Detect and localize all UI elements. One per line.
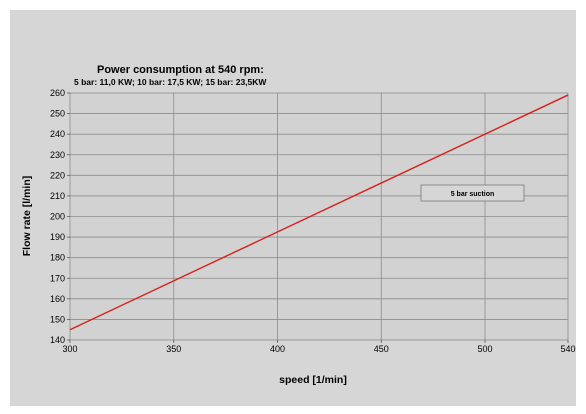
y-tick-label: 170 [50,273,65,283]
series-line-0 [69,94,569,331]
legend-box [420,184,525,202]
y-tick-label: 240 [50,129,65,139]
series-layer [69,94,569,331]
x-tick-label: 500 [477,344,492,354]
y-tick-label: 180 [50,253,65,263]
y-tick-label: 190 [50,232,65,242]
x-tick-label: 400 [270,344,285,354]
x-tick-label: 350 [166,344,181,354]
y-tick-label: 200 [50,212,65,222]
y-tick-label: 220 [50,170,65,180]
tick-layer: 140 150 160 170 180 190 200 210 220 230 240 250 260 3… [50,88,576,354]
y-tick-label: 260 [50,88,65,98]
x-tick-label: 300 [62,344,77,354]
y-tick-label: 250 [50,109,65,119]
x-axis-label: speed [1/min] [279,374,347,386]
grid-layer [70,93,568,340]
x-tick-label: 540 [560,344,575,354]
y-tick-label: 150 [50,314,65,324]
legend-label: 5 bar suction [451,191,495,198]
y-axis-label: Flow rate [l/min] [21,176,33,257]
y-tick-label: 140 [50,335,65,345]
chart-subtitle: 5 bar: 11,0 KW; 10 bar: 17,5 KW; 15 bar:… [74,77,267,87]
legend: 5 bar suction [420,184,525,202]
x-tick-label: 450 [374,344,389,354]
y-tick-label: 210 [50,191,65,201]
y-tick-label: 230 [50,150,65,160]
chart-title: Power consumption at 540 rpm: [97,64,264,76]
y-tick-label: 160 [50,294,65,304]
